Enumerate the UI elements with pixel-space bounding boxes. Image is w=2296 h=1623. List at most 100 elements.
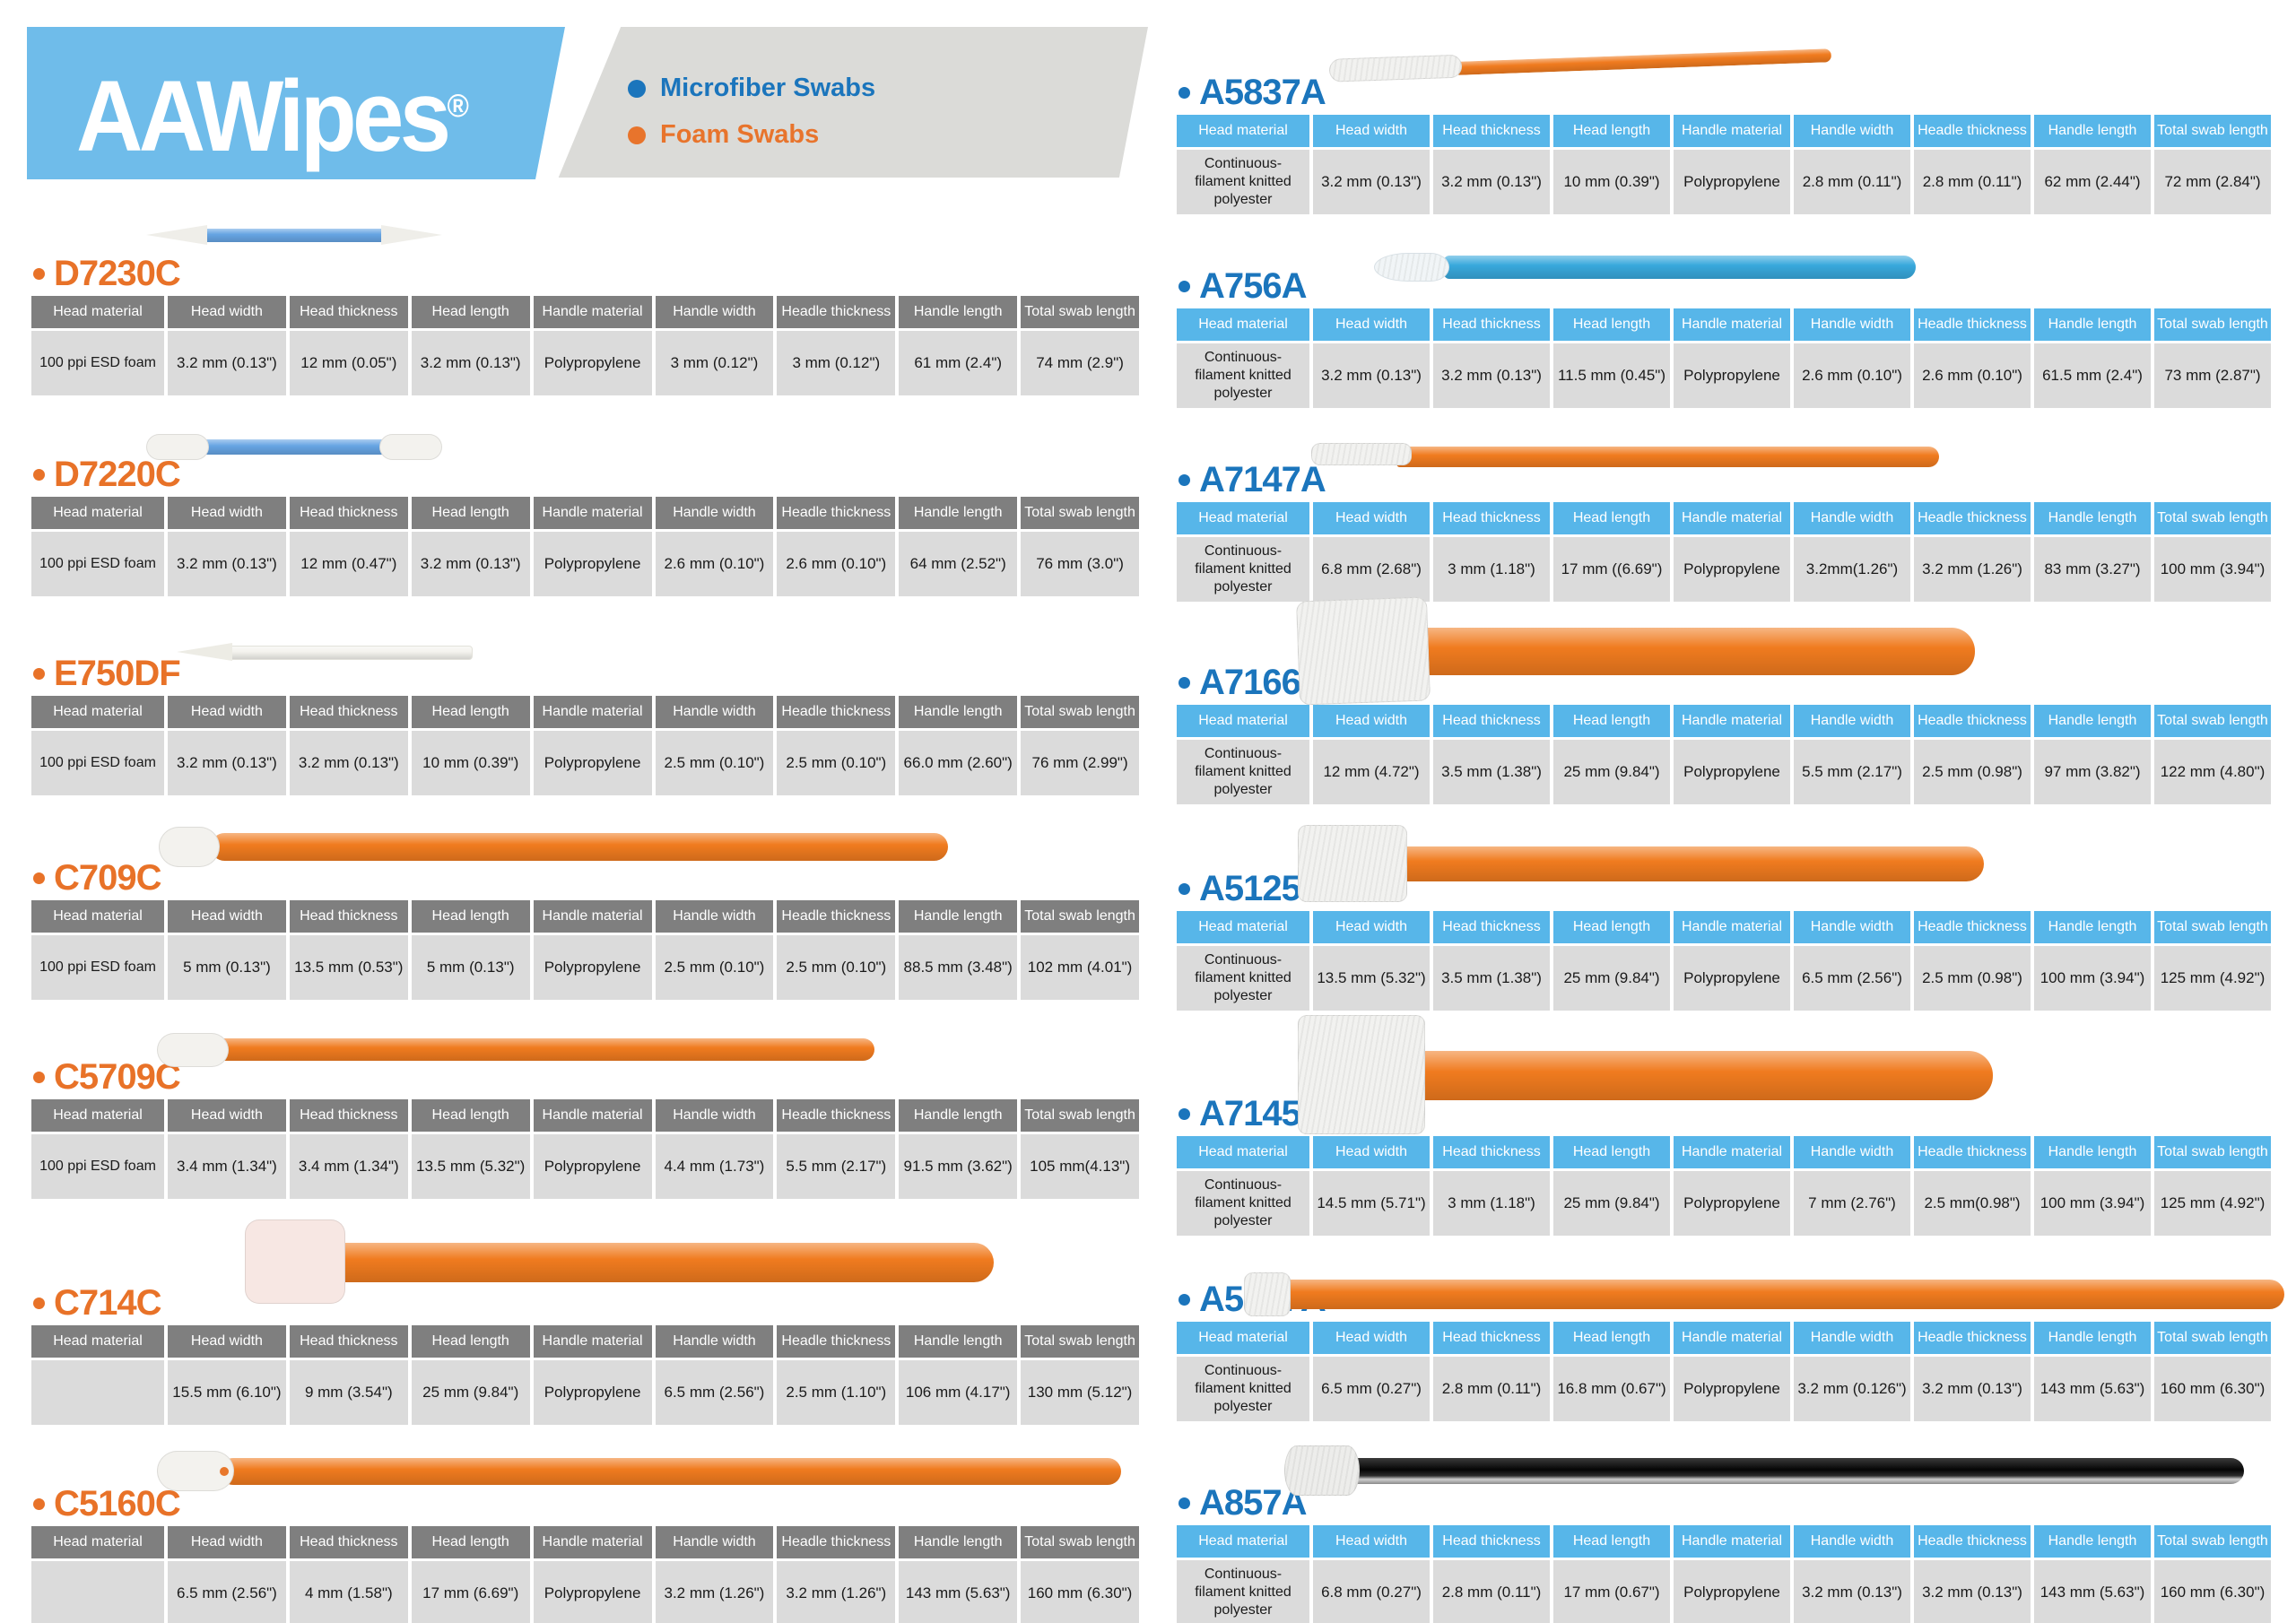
product-swab-image xyxy=(1298,825,1984,904)
spec-col-header: Head length xyxy=(411,696,530,728)
bullet-icon xyxy=(1178,1108,1190,1120)
spec-value: 25 mm (9.84") xyxy=(1553,740,1670,804)
spec-value: 16.8 mm (0.67") xyxy=(1553,1357,1670,1421)
swab-handle xyxy=(1444,256,1916,279)
product-name: C5160C xyxy=(54,1484,181,1523)
spec-value: 3 mm (1.18") xyxy=(1433,1171,1550,1236)
product-title: C5709C xyxy=(33,1057,181,1098)
spec-value: 3.2 mm (1.26") xyxy=(655,1561,774,1623)
spec-value: 100 mm (3.94") xyxy=(2034,946,2151,1011)
spec-value: 14.5 mm (5.71") xyxy=(1313,1171,1430,1236)
product-block: A7145A Head material Head width Head thi… xyxy=(1177,1015,2271,1236)
swab-head xyxy=(1244,1272,1291,1316)
spec-col-header: Handle width xyxy=(1794,1322,1910,1354)
spec-value: 2.6 mm (0.10") xyxy=(777,532,896,596)
spec-value: 64 mm (2.52") xyxy=(899,532,1018,596)
spec-col-header: Handle length xyxy=(2034,115,2151,147)
spec-col-header: Total swab length xyxy=(2154,308,2271,341)
spec-value: 100 ppi ESD foam xyxy=(31,1134,164,1199)
product-swab-image xyxy=(1284,1445,2244,1497)
spec-col-header: Handle width xyxy=(655,1526,774,1558)
logo-banner: AAWipes® xyxy=(27,27,565,179)
spec-value: 143 mm (5.63") xyxy=(2034,1560,2151,1623)
spec-value: 2.5 mm (0.98") xyxy=(1914,946,2031,1011)
spec-table: Head material Head width Head thickness … xyxy=(31,1099,1139,1199)
spec-table: Head material Head width Head thickness … xyxy=(31,497,1139,596)
bullet-icon xyxy=(33,1072,45,1083)
spec-col-header: Handle material xyxy=(533,1099,652,1132)
spec-table: Head material Head width Head thickness … xyxy=(1177,911,2271,1011)
spec-col-header: Head thickness xyxy=(1433,705,1550,737)
spec-col-header: Head thickness xyxy=(289,296,408,328)
swab-head xyxy=(1296,596,1431,706)
spec-value: Continuous-filament knitted polyester xyxy=(1177,1171,1309,1236)
spec-col-header: Head width xyxy=(168,296,286,328)
spec-col-header: Headle thickness xyxy=(777,497,896,529)
spec-col-header: Head length xyxy=(1553,705,1670,737)
legend-item: Microfiber Swabs xyxy=(628,74,875,103)
product-title: C709C xyxy=(33,858,162,898)
spec-table: Head material Head width Head thickness … xyxy=(31,296,1139,395)
spec-col-header: Total swab length xyxy=(1021,1099,1139,1132)
foam-swabs-column: D7230C Head material Head width Head thi… xyxy=(31,213,1139,1623)
spec-col-header: Headle thickness xyxy=(777,1325,896,1358)
spec-col-header: Head length xyxy=(1553,1525,1670,1558)
spec-col-header: Head thickness xyxy=(1433,1525,1550,1558)
product-header-row: A7145A xyxy=(1177,1015,2271,1136)
spec-col-header: Head width xyxy=(1313,705,1430,737)
spec-value: 2.8 mm (0.11") xyxy=(1433,1560,1550,1623)
spec-value: 72 mm (2.84") xyxy=(2154,150,2271,214)
spec-value: 17 mm (6.69") xyxy=(411,1561,530,1623)
spec-value: 160 mm (6.30") xyxy=(1021,1561,1139,1623)
spec-col-header: Handle width xyxy=(1794,1136,1910,1168)
swab-handle xyxy=(1395,846,1984,881)
spec-value: 2.5 mm (0.10") xyxy=(655,731,774,795)
spec-value: 7 mm (2.76") xyxy=(1794,1171,1910,1236)
product-title: A7147A xyxy=(1178,460,1326,500)
spec-col-header: Headle thickness xyxy=(777,1099,896,1132)
spec-value: 160 mm (6.30") xyxy=(2154,1357,2271,1421)
bullet-icon xyxy=(1178,474,1190,486)
spec-value: 3.2mm(1.26") xyxy=(1794,537,1910,602)
spec-value: 13.5 mm (0.53") xyxy=(289,935,408,1000)
spec-value: 5 mm (0.13") xyxy=(411,935,530,1000)
swab-head xyxy=(1298,825,1407,902)
spec-col-header: Handle width xyxy=(1794,115,1910,147)
bullet-icon xyxy=(33,469,45,481)
product-header-row: A5125A xyxy=(1177,818,2271,911)
spec-col-header: Head width xyxy=(1313,1525,1430,1558)
spec-col-header: Handle width xyxy=(1794,308,1910,341)
spec-col-header: Handle width xyxy=(655,296,774,328)
spec-value: 2.5 mm (1.10") xyxy=(777,1360,896,1425)
spec-value: 5.5 mm (2.17") xyxy=(1794,740,1910,804)
spec-value: 25 mm (9.84") xyxy=(1553,946,1670,1011)
product-block: A7166A Head material Head width Head thi… xyxy=(1177,596,2271,804)
spec-value: 3.2 mm (0.13") xyxy=(168,731,286,795)
spec-col-header: Head material xyxy=(31,1325,164,1358)
product-header-row: A7147A xyxy=(1177,421,2271,502)
bullet-icon xyxy=(33,872,45,884)
product-header-row: A857A xyxy=(1177,1435,2271,1525)
product-swab-image xyxy=(146,219,442,251)
spec-value: Polypropylene xyxy=(1674,1560,1790,1623)
spec-col-header: Head width xyxy=(1313,1322,1430,1354)
product-header-row: A756A xyxy=(1177,228,2271,308)
bullet-icon xyxy=(1178,87,1190,99)
spec-col-header: Head length xyxy=(411,1526,530,1558)
spec-table: Head material Head width Head thickness … xyxy=(31,1526,1139,1623)
spec-col-header: Total swab length xyxy=(2154,115,2271,147)
spec-col-header: Head width xyxy=(1313,308,1430,341)
spec-col-header: Total swab length xyxy=(2154,705,2271,737)
swab-head xyxy=(157,1033,229,1067)
product-header-row: D7220C xyxy=(31,414,1139,497)
spec-col-header: Total swab length xyxy=(1021,900,1139,933)
product-block: A5157A Head material Head width Head thi… xyxy=(1177,1249,2284,1421)
spec-col-header: Head thickness xyxy=(1433,115,1550,147)
spec-table: Head material Head width Head thickness … xyxy=(31,900,1139,1000)
spec-col-header: Head material xyxy=(31,497,164,529)
spec-value: 97 mm (3.82") xyxy=(2034,740,2151,804)
bullet-icon xyxy=(33,668,45,680)
product-name: A7147A xyxy=(1199,460,1326,499)
spec-value: 3.4 mm (1.34") xyxy=(168,1134,286,1199)
spec-col-header: Handle material xyxy=(533,696,652,728)
